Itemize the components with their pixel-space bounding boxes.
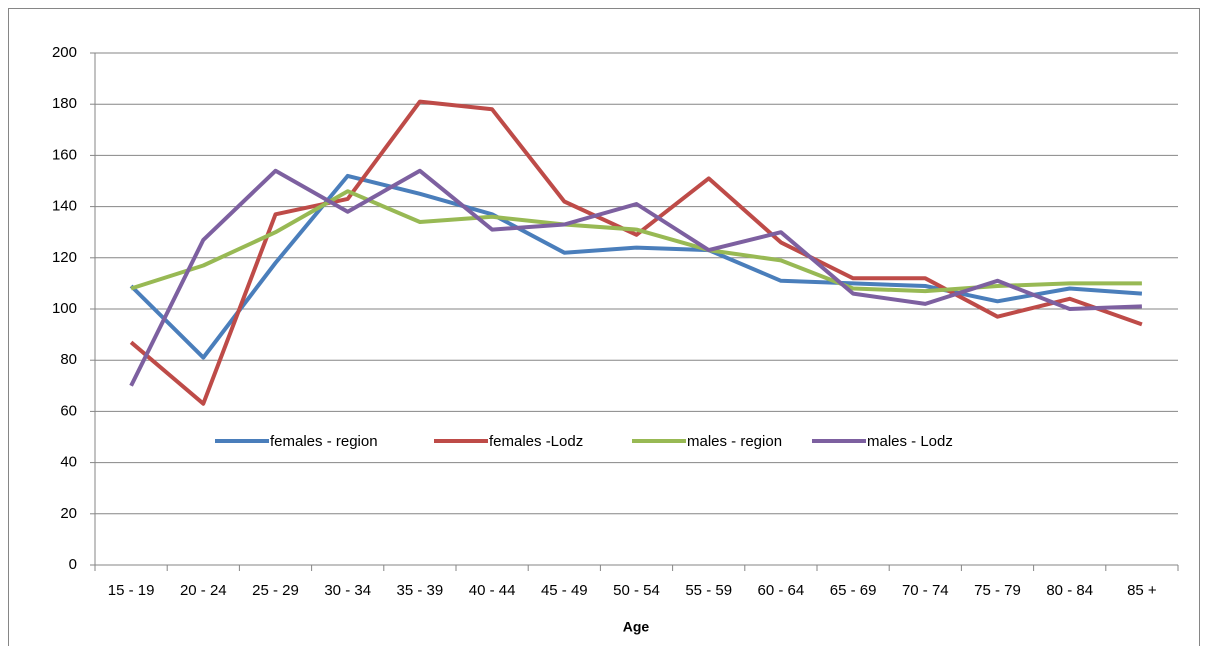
series-line <box>129 168 1142 387</box>
x-tick-label: 20 - 24 <box>180 582 227 599</box>
y-tick-label: 200 <box>52 44 77 61</box>
y-tick-label: 60 <box>60 402 77 419</box>
x-tick-label: 80 - 84 <box>1046 582 1093 599</box>
series-line <box>129 173 1143 360</box>
y-tick-label: 40 <box>60 454 77 471</box>
legend-label: females -Lodz <box>489 433 583 450</box>
x-axis-label: Age <box>623 619 650 635</box>
y-tick-label: 180 <box>52 95 77 112</box>
x-tick-label: 65 - 69 <box>830 582 877 599</box>
y-tick-label: 0 <box>69 556 77 573</box>
legend-label: males - region <box>687 433 782 450</box>
legend-label: females - region <box>270 433 378 450</box>
y-tick-label: 80 <box>60 351 77 368</box>
chart-frame <box>8 8 1200 651</box>
x-tick-label: 55 - 59 <box>685 582 732 599</box>
y-tick-label: 120 <box>52 249 77 266</box>
series-line <box>129 99 1143 406</box>
x-tick-label: 25 - 29 <box>252 582 299 599</box>
x-tick-label: 45 - 49 <box>541 582 588 599</box>
legend-label: males - Lodz <box>867 433 953 450</box>
x-tick-label: 35 - 39 <box>397 582 444 599</box>
x-tick-label: 70 - 74 <box>902 582 949 599</box>
x-tick-label: 15 - 19 <box>108 582 155 599</box>
x-tick-label: 40 - 44 <box>469 582 516 599</box>
y-tick-label: 160 <box>52 146 77 163</box>
y-tick-label: 100 <box>52 300 77 317</box>
x-tick-label: 75 - 79 <box>974 582 1021 599</box>
y-tick-label: 20 <box>60 505 77 522</box>
y-tick-label: 140 <box>52 198 77 215</box>
x-tick-label: 85 + <box>1127 582 1157 599</box>
x-tick-label: 50 - 54 <box>613 582 660 599</box>
x-tick-label: 60 - 64 <box>758 582 805 599</box>
x-tick-label: 30 - 34 <box>324 582 371 599</box>
